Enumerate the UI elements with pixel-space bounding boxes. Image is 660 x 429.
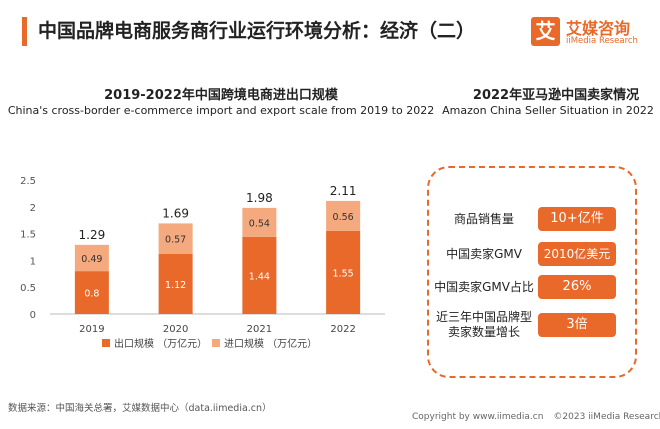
data-label-export: 0.8 bbox=[84, 289, 99, 300]
x-tick-label: 2019 bbox=[79, 324, 104, 335]
amazon-row-label: 商品销售量 bbox=[453, 212, 514, 226]
chart-subtitle: China's cross-border e-commerce import a… bbox=[7, 104, 435, 117]
data-label-total: 1.29 bbox=[79, 228, 106, 242]
logo-en-text: iiMedia Research bbox=[566, 36, 638, 46]
amazon-stats-panel bbox=[427, 166, 637, 378]
x-tick-label: 2022 bbox=[330, 324, 355, 335]
footer-copyright-text: ©2023 iiMedia Research Inc bbox=[553, 412, 660, 422]
bar-import-2019 bbox=[74, 244, 109, 272]
amazon-row-value: 3倍 bbox=[538, 313, 616, 337]
y-tick-label: 0.5 bbox=[20, 283, 36, 294]
legend-label-import: 进口规模 （万亿元） bbox=[224, 337, 317, 350]
data-label-total: 1.98 bbox=[246, 191, 273, 205]
bar-export-2019 bbox=[74, 271, 109, 314]
legend-label-export: 出口规模 （万亿元） bbox=[114, 337, 207, 350]
bar-export-2022 bbox=[326, 230, 361, 314]
title-accent-bar bbox=[22, 17, 27, 46]
legend-swatch-import bbox=[212, 339, 220, 347]
logo-mark-icon: 艾 bbox=[531, 17, 560, 46]
footer-copyright: Copyright by www.iimedia.cn ©2023 iiMedia… bbox=[412, 412, 660, 422]
legend-swatch-export bbox=[102, 339, 110, 347]
amazon-row-label: 中国卖家GMV bbox=[446, 247, 522, 261]
bar-import-2022 bbox=[326, 200, 361, 231]
y-tick-label: 1 bbox=[30, 256, 36, 267]
page-title: 中国品牌电商服务商行业运行环境分析：经济（二） bbox=[38, 20, 476, 42]
x-tick-label: 2021 bbox=[247, 324, 272, 335]
data-label-import: 0.49 bbox=[81, 254, 102, 265]
amazon-row-label: 中国卖家GMV占比 bbox=[434, 280, 534, 294]
bar-import-2020 bbox=[158, 223, 193, 254]
trade-scale-chart: 0 0.5 1 1.5 2 2.5 0.8 0.49 1.29 2019 1.12 0.57 1.69 2… bbox=[20, 176, 385, 350]
bar-import-2021 bbox=[242, 207, 277, 237]
data-label-export: 1.12 bbox=[165, 280, 186, 291]
bar-export-2020 bbox=[158, 253, 193, 314]
iimedia-logo: 艾 艾媒咨询 iiMedia Research bbox=[531, 15, 647, 51]
chart-title: 2019-2022年中国跨境电商进出口规模 bbox=[104, 88, 338, 103]
data-label-total: 1.69 bbox=[162, 206, 189, 220]
y-tick-label: 2 bbox=[30, 203, 36, 214]
amazon-row-value: 26% bbox=[538, 275, 616, 299]
logo-cn-text: 艾媒咨询 bbox=[566, 19, 631, 38]
amazon-row-label: 近三年中国品牌型卖家数量增长 bbox=[435, 310, 532, 339]
y-tick-label: 2.5 bbox=[20, 176, 36, 187]
amazon-panel-title: 2022年亚马逊中国卖家情况 bbox=[472, 88, 640, 103]
amazon-row-value: 10+亿件 bbox=[538, 207, 616, 231]
footer-url: Copyright by www.iimedia.cn bbox=[412, 412, 544, 422]
data-label-export: 1.55 bbox=[333, 268, 354, 279]
amazon-panel-subtitle: Amazon China Seller Situation in 2022 bbox=[442, 104, 654, 117]
amazon-row-gmv: 中国卖家GMV 2010亿美元 bbox=[434, 241, 634, 267]
amazon-row-gmv-share: 中国卖家GMV占比 26% bbox=[434, 274, 634, 300]
y-tick-label: 0 bbox=[30, 310, 36, 321]
data-label-import: 0.56 bbox=[333, 212, 354, 223]
data-label-export: 1.44 bbox=[249, 271, 270, 282]
bar-export-2021 bbox=[242, 236, 277, 314]
y-tick-label: 1.5 bbox=[20, 230, 36, 241]
data-label-import: 0.57 bbox=[165, 235, 186, 246]
amazon-row-brand-seller-growth: 近三年中国品牌型卖家数量增长 3倍 bbox=[434, 308, 634, 342]
data-label-total: 2.11 bbox=[330, 184, 357, 198]
data-source-note: 数据来源：中国海关总署，艾媒数据中心（data.iimedia.cn） bbox=[8, 403, 272, 414]
data-label-import: 0.54 bbox=[249, 218, 270, 229]
amazon-row-sales-volume: 商品销售量 10+亿件 bbox=[434, 206, 634, 232]
x-tick-label: 2020 bbox=[163, 324, 188, 335]
amazon-row-value: 2010亿美元 bbox=[538, 242, 616, 266]
